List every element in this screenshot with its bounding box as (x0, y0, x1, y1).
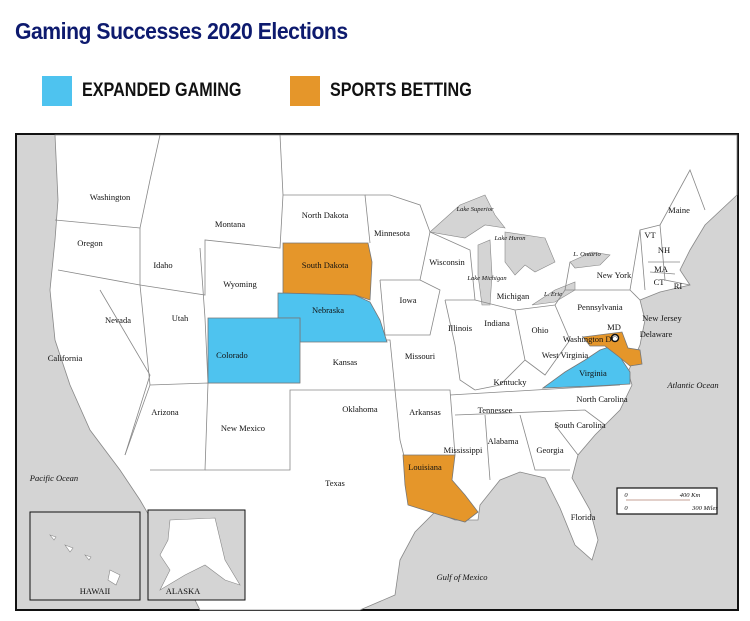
state-label: Washington (90, 192, 131, 202)
state-label: Nebraska (312, 305, 344, 315)
state-label: Arizona (151, 407, 179, 417)
state-label: Mississippi (444, 445, 483, 455)
state-label: RI (674, 281, 683, 291)
state-label: Iowa (400, 295, 417, 305)
state-label: Utah (172, 313, 189, 323)
state-label: Colorado (216, 350, 248, 360)
state-label: North Carolina (576, 394, 627, 404)
state-label: New Jersey (642, 313, 682, 323)
lake-label: L. Erie (543, 291, 562, 298)
state-label: South Carolina (554, 420, 605, 430)
legend-sports-betting: SPORTS BETTING (290, 76, 497, 106)
water-label: Gulf of Mexico (437, 572, 488, 582)
state-label: Pennsylvania (577, 302, 623, 312)
svg-text:300 Miles: 300 Miles (691, 505, 718, 512)
lake-label: Lake Michigan (466, 275, 506, 282)
state-label: MD (607, 322, 621, 332)
state-label: Wyoming (223, 279, 257, 289)
state-label: West Virginia (542, 350, 589, 360)
lake-michigan (477, 239, 493, 306)
state-label: Kentucky (493, 377, 527, 387)
state-label: New York (597, 270, 632, 280)
inset-label: HAWAII (80, 586, 111, 596)
state-colorado (207, 317, 301, 384)
water-labels: Atlantic Ocean Pacific Ocean Gulf of Mex… (29, 206, 719, 582)
water-label: Pacific Ocean (29, 473, 78, 483)
state-label: Idaho (153, 260, 172, 270)
state-labels: Washington Oregon Idaho Montana Wyoming … (48, 192, 690, 522)
state-borders (54, 134, 706, 481)
state-label: Montana (215, 219, 245, 229)
lake-superior (429, 194, 506, 239)
lake-label: Lake Superior (455, 206, 493, 213)
inset-hawaii (29, 511, 141, 601)
lake-huron (504, 231, 556, 276)
state-label: Oklahoma (342, 404, 378, 414)
state-label: Alabama (488, 436, 519, 446)
state-label: MA (654, 264, 669, 274)
svg-text:0: 0 (624, 505, 628, 512)
state-label: Missouri (405, 351, 436, 361)
state-label: NH (658, 245, 670, 255)
state-label: Washington DC (563, 334, 618, 344)
scale-bar: 0 0 400 Km 300 Miles (616, 487, 718, 515)
lake-erie (531, 281, 576, 306)
state-label: Michigan (497, 291, 530, 301)
svg-text:400 Km: 400 Km (680, 492, 701, 499)
state-label: North Dakota (302, 210, 349, 220)
lake-ontario (569, 251, 611, 269)
state-label: Maine (668, 205, 690, 215)
legend-expanded-gaming: EXPANDED GAMING (42, 76, 270, 106)
legend-swatch-sports (290, 76, 320, 106)
inset-label: ALASKA (166, 586, 201, 596)
state-label: Tennessee (478, 405, 513, 415)
state-label: Louisiana (408, 462, 442, 472)
state-label: Ohio (532, 325, 549, 335)
legend-label: SPORTS BETTING (330, 80, 472, 101)
lake-label: L. Ontario (572, 251, 601, 258)
lake-label: Lake Huron (494, 235, 526, 242)
page-title: Gaming Successes 2020 Elections (15, 18, 348, 44)
washington-dc-marker (610, 333, 620, 343)
state-label: South Dakota (302, 260, 349, 270)
svg-text:0: 0 (624, 492, 628, 499)
state-label: Virginia (579, 368, 607, 378)
state-label: Arkansas (409, 407, 441, 417)
state-label: Florida (571, 512, 596, 522)
legend-swatch-expanded (42, 76, 72, 106)
state-louisiana (402, 454, 479, 523)
state-label: CT (654, 277, 666, 287)
state-label: Minnesota (374, 228, 410, 238)
legend-label: EXPANDED GAMING (82, 80, 242, 101)
state-label: Wisconsin (429, 257, 465, 267)
state-label: Georgia (536, 445, 563, 455)
state-label: Nevada (105, 315, 131, 325)
state-south-dakota (282, 242, 373, 301)
state-label: Oregon (77, 238, 103, 248)
state-label: California (48, 353, 83, 363)
state-label: New Mexico (221, 423, 265, 433)
state-maryland (582, 331, 643, 367)
state-label: Indiana (484, 318, 510, 328)
state-label: Delaware (640, 329, 673, 339)
state-label: VT (644, 230, 656, 240)
water-label: Atlantic Ocean (666, 380, 718, 390)
state-label: Kansas (333, 357, 358, 367)
state-label: Texas (325, 478, 345, 488)
state-label: Illinois (448, 323, 472, 333)
